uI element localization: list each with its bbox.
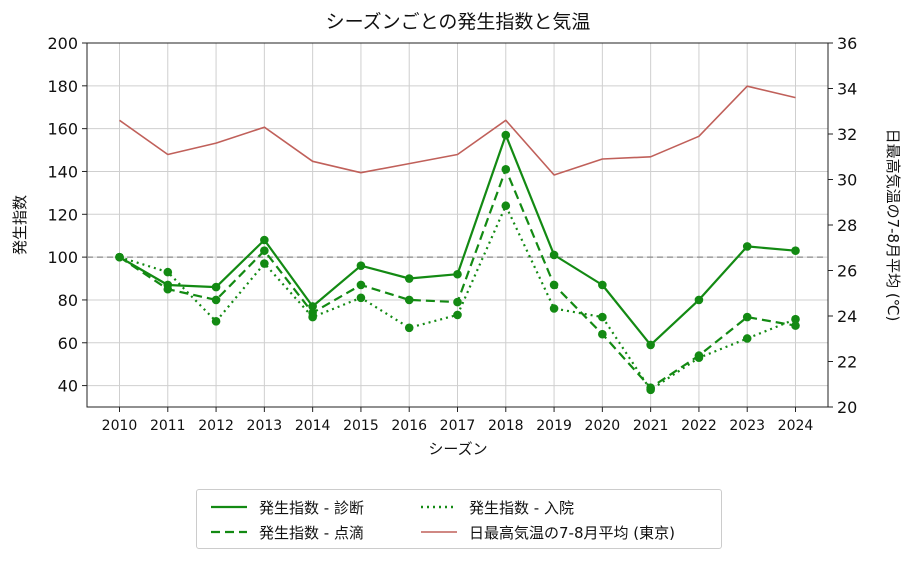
- data-point-1: [211, 295, 221, 305]
- y-axis-right-label: 日最高気温の7-8月平均 (℃): [884, 129, 902, 322]
- series-line-2: [119, 204, 796, 391]
- data-point-2: [308, 312, 317, 322]
- y-left-tick-label: 120: [47, 205, 78, 224]
- x-tick-label: 2015: [343, 418, 379, 434]
- series-line-3: [119, 85, 796, 176]
- y-right-tick-label: 32: [837, 125, 857, 144]
- data-point-1: [598, 329, 607, 339]
- data-point-0: [742, 242, 752, 251]
- data-point-1: [260, 246, 269, 255]
- legend-item-hospitalization: 発生指数 - 入院: [419, 496, 574, 518]
- data-point-0: [598, 280, 607, 290]
- data-point-2: [742, 334, 752, 343]
- y-right-tick-label: 20: [837, 398, 857, 417]
- axes: 2010 2011 2012 2013 2014 2015 2016 2017 2018 2019…: [47, 34, 857, 434]
- legend-label-hospitalization: 発生指数 - 入院: [469, 498, 574, 517]
- data-point-0: [453, 269, 462, 279]
- data-point-1: [742, 312, 752, 322]
- y-left-tick-label: 200: [47, 34, 78, 53]
- data-point-2: [501, 201, 511, 211]
- y-left-tick-label: 80: [58, 291, 78, 310]
- legend-swatch-temperature: [421, 531, 457, 533]
- x-tick-label: 2012: [198, 418, 234, 434]
- data-point-0: [260, 235, 269, 245]
- y-right-tick-label: 34: [837, 80, 857, 99]
- data-point-2: [404, 323, 414, 333]
- x-tick-label: 2023: [729, 418, 765, 434]
- y-left-tick-label: 40: [58, 377, 78, 396]
- data-point-2: [260, 259, 269, 268]
- x-tick-label: 2013: [247, 418, 283, 434]
- y-right-tick-label: 36: [837, 34, 857, 53]
- data-point-0: [694, 295, 704, 305]
- legend-label-temperature: 日最高気温の7-8月平均 (東京): [469, 523, 675, 542]
- chart-title: シーズンごとの発生指数と気温: [326, 11, 591, 33]
- data-point-0: [549, 250, 559, 260]
- y-left-tick-label: 140: [47, 162, 78, 181]
- legend: 発生指数 - 診断 発生指数 - 点滴 発生指数 - 入院 日最高気温の7-8月…: [196, 489, 722, 549]
- data-point-2: [115, 252, 124, 262]
- data-point-1: [549, 280, 559, 290]
- data-point-0: [501, 130, 511, 140]
- legend-swatch-hospitalization: [421, 505, 457, 509]
- data-point-2: [211, 317, 221, 326]
- y-left-tick-label: 180: [47, 77, 78, 96]
- y-left-tick-label: 160: [47, 120, 78, 139]
- x-tick-label: 2017: [440, 418, 476, 434]
- series-layer: [87, 85, 828, 395]
- y-axis-left-label: 発生指数: [11, 195, 29, 255]
- data-point-2: [646, 385, 655, 395]
- data-point-0: [404, 274, 414, 283]
- data-point-0: [211, 282, 221, 292]
- data-point-2: [791, 314, 800, 324]
- legend-item-temperature: 日最高気温の7-8月平均 (東京): [419, 521, 675, 543]
- y-right-tick-label: 22: [837, 353, 857, 372]
- x-tick-label: 2010: [102, 418, 138, 434]
- legend-label-drip: 発生指数 - 点滴: [259, 523, 364, 542]
- data-point-1: [163, 284, 173, 294]
- y-right-tick-label: 30: [837, 171, 857, 190]
- data-point-0: [791, 246, 800, 255]
- data-point-2: [598, 312, 607, 322]
- legend-label-diagnosis: 発生指数 - 診断: [259, 498, 364, 517]
- y-right-tick-label: 26: [837, 262, 857, 281]
- legend-item-drip: 発生指数 - 点滴: [209, 521, 364, 543]
- x-tick-label: 2018: [488, 418, 524, 434]
- data-point-0: [646, 340, 655, 350]
- data-point-2: [453, 310, 462, 320]
- y-left-tick-label: 60: [58, 334, 78, 353]
- x-tick-label: 2020: [585, 418, 621, 434]
- data-point-1: [356, 280, 366, 290]
- legend-swatch-drip: [211, 530, 247, 534]
- x-tick-label: 2014: [295, 418, 331, 434]
- y-left-tick-label: 100: [47, 248, 78, 267]
- x-axis-label: シーズン: [428, 440, 487, 458]
- data-point-1: [453, 297, 462, 307]
- legend-item-diagnosis: 発生指数 - 診断: [209, 496, 364, 518]
- data-point-2: [163, 267, 173, 277]
- data-point-0: [308, 302, 317, 311]
- x-tick-label: 2022: [681, 418, 717, 434]
- x-tick-label: 2019: [536, 418, 572, 434]
- legend-swatch-diagnosis: [211, 505, 247, 509]
- y-right-tick-label: 28: [837, 216, 857, 235]
- data-point-1: [404, 295, 414, 305]
- data-point-1: [791, 321, 800, 330]
- x-tick-label: 2011: [150, 418, 186, 434]
- x-tick-label: 2021: [633, 418, 669, 434]
- grid: [87, 42, 828, 407]
- data-point-2: [694, 353, 704, 363]
- x-tick-label: 2016: [391, 418, 427, 434]
- data-point-1: [501, 165, 511, 174]
- data-point-2: [549, 304, 559, 313]
- plot-frame: [86, 42, 829, 408]
- data-point-0: [356, 261, 366, 270]
- y-right-tick-label: 24: [837, 307, 857, 326]
- x-tick-label: 2024: [778, 418, 814, 434]
- data-point-2: [356, 293, 366, 303]
